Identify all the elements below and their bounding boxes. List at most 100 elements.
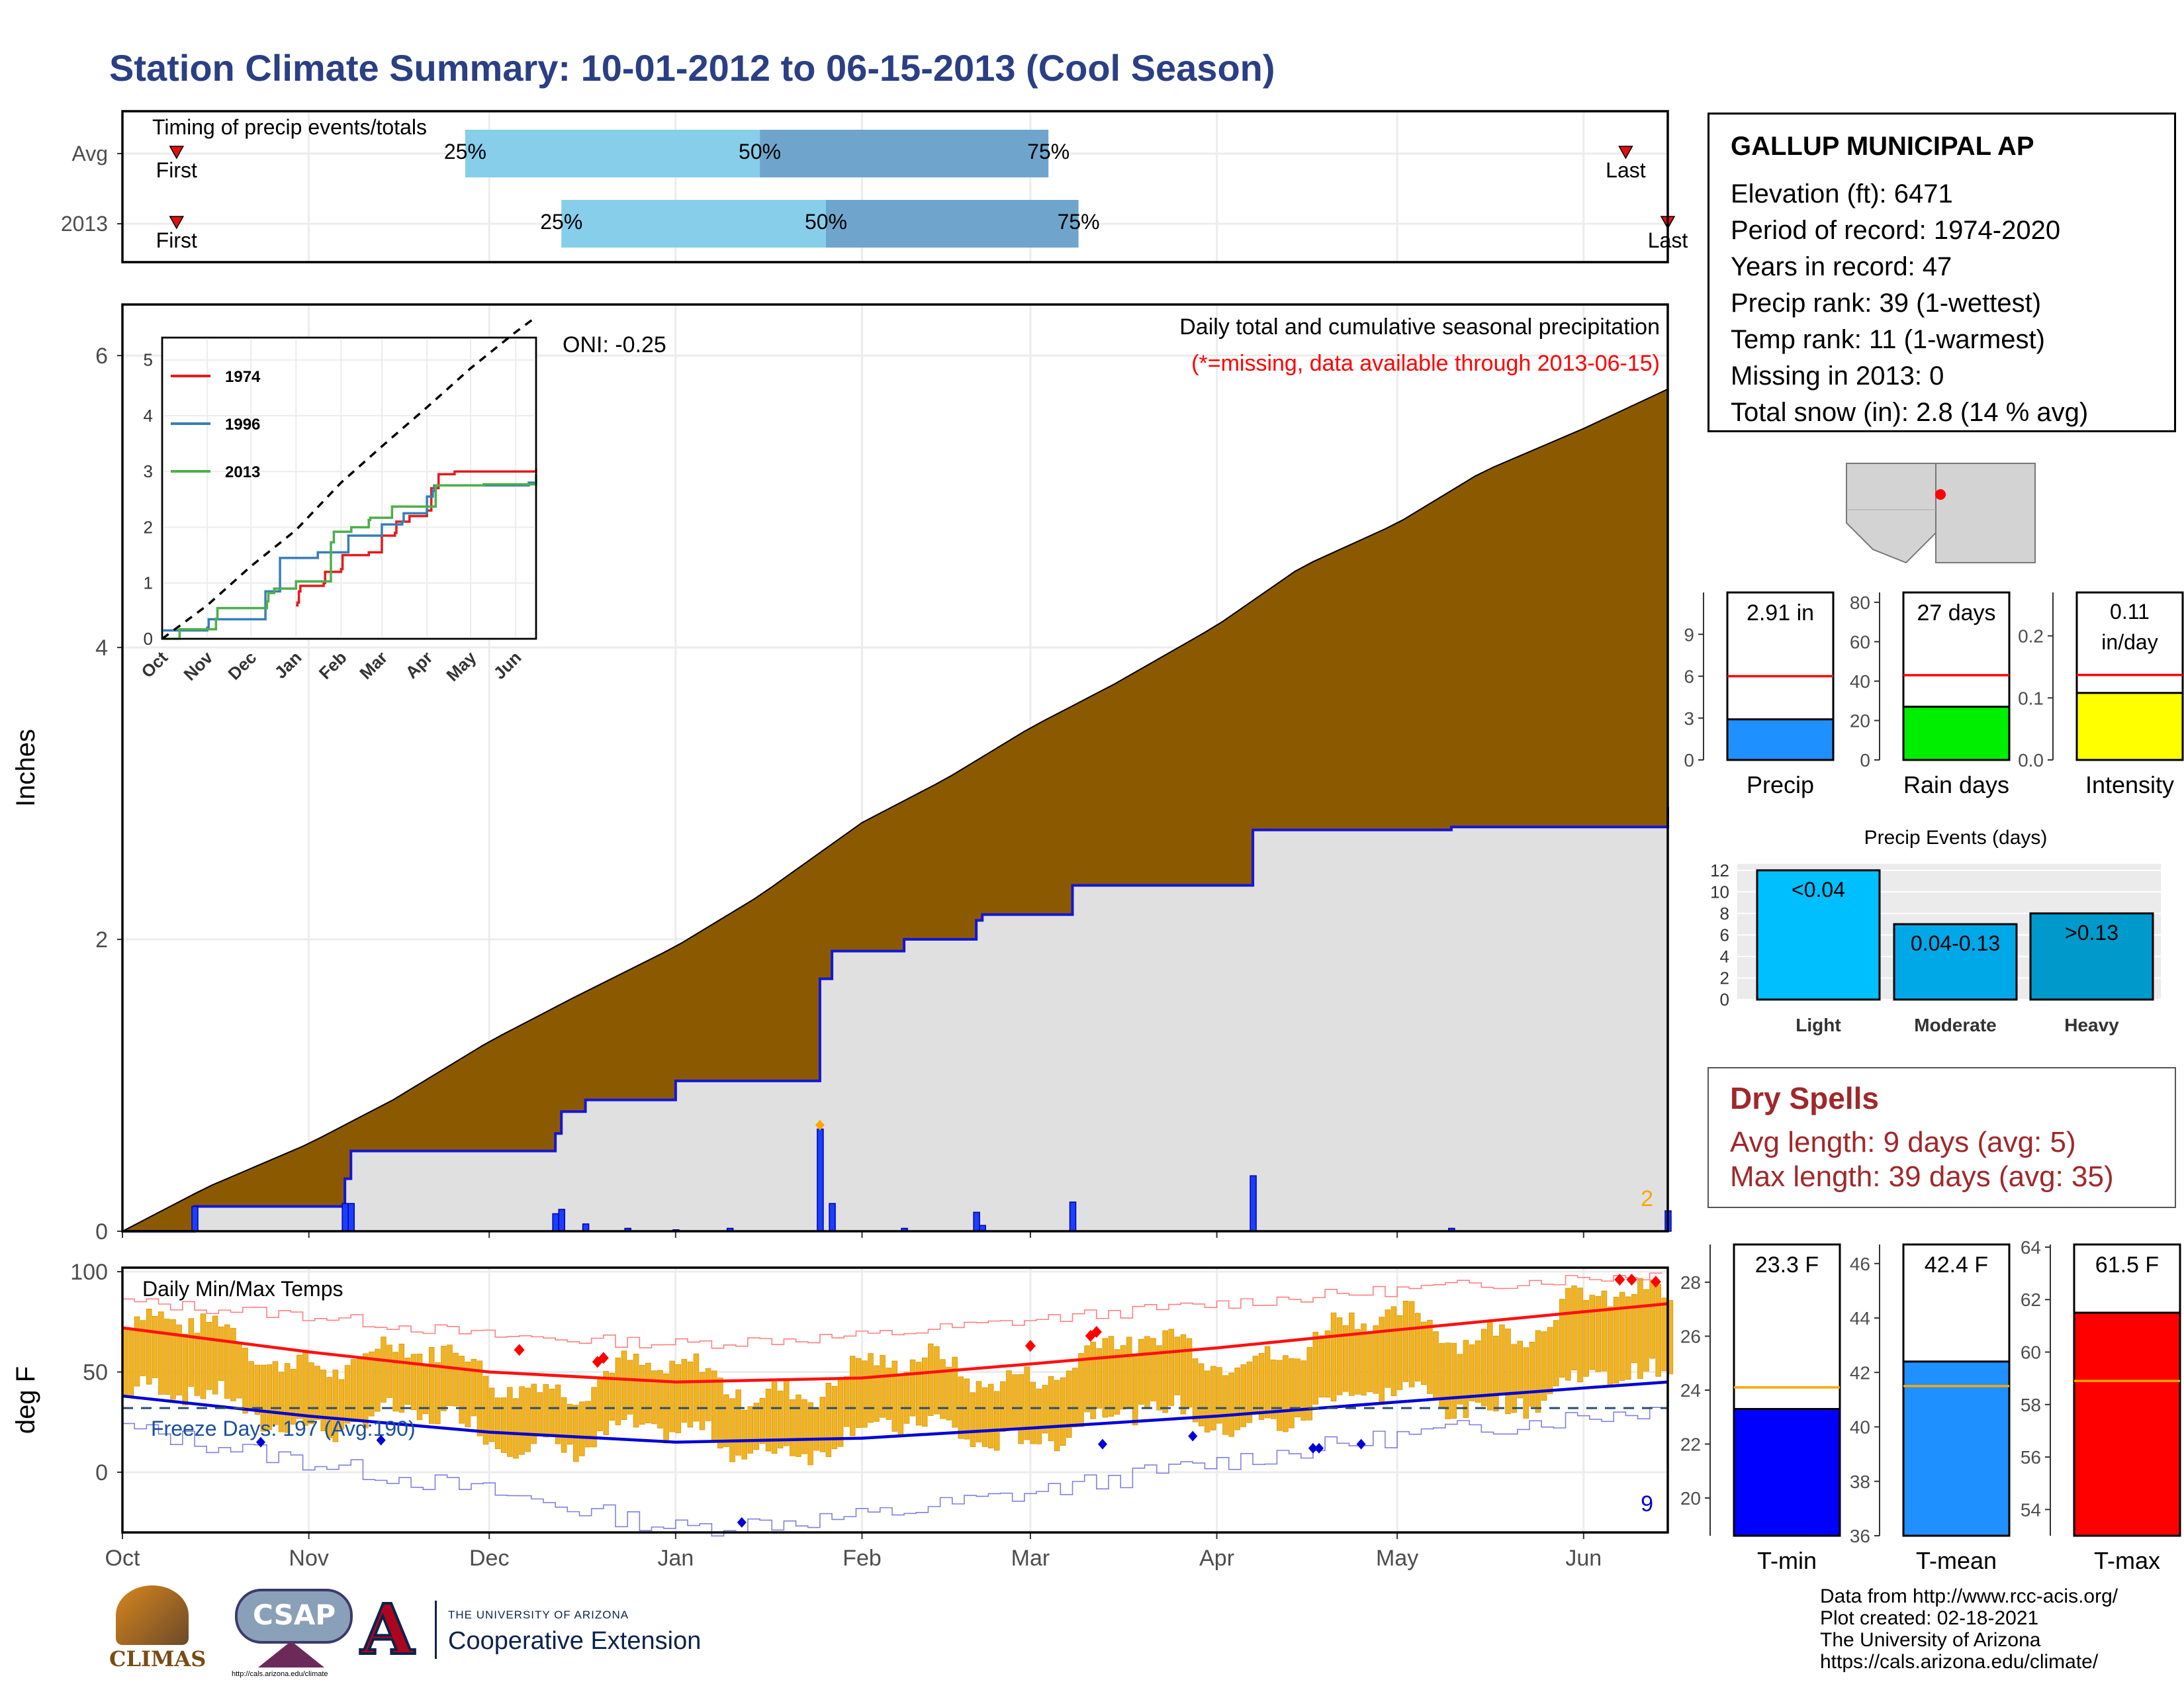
- precip-mini-bar: [1726, 718, 1835, 761]
- temp-daily-bar: [1210, 1366, 1216, 1430]
- temp-daily-bar: [494, 1397, 501, 1450]
- temp-daily-bar: [1277, 1360, 1283, 1431]
- temp-daily-bar: [651, 1370, 657, 1425]
- temp-xtick-label-6: Apr: [1199, 1546, 1234, 1571]
- temp-title: Daily Min/Max Temps: [142, 1277, 343, 1301]
- credit-date: Plot created: 02-18-2021: [1820, 1607, 2039, 1629]
- dry-spells-panel: Dry Spells Avg length: 9 days (avg: 5) M…: [1707, 1067, 2176, 1208]
- temp-daily-bar: [609, 1373, 615, 1421]
- temp-daily-bar: [777, 1390, 784, 1448]
- temp-daily-bar: [1078, 1353, 1084, 1427]
- temp-daily-bar: [152, 1316, 158, 1378]
- events-ytick-label-4: 8: [1720, 904, 1729, 923]
- temp-daily-bar: [1373, 1325, 1379, 1394]
- temp-daily-bar: [1324, 1330, 1331, 1398]
- ua-a-icon: A: [359, 1589, 416, 1670]
- raindays-mini-value-label: 27 days: [1917, 600, 1995, 626]
- temp-daily-bar: [1499, 1324, 1505, 1395]
- tmax-mini-bar: [2073, 1311, 2181, 1537]
- tmin-mini-ytick-label-1: 22: [1680, 1434, 1701, 1454]
- temp-xtick-label-0: Oct: [105, 1546, 140, 1571]
- intensity-mini-bar: [2075, 692, 2184, 761]
- temp-xtick-label-8: Jun: [1565, 1546, 1602, 1571]
- temp-daily-bar: [1487, 1322, 1493, 1411]
- temp-daily-bar: [849, 1356, 856, 1436]
- temp-daily-bar: [1144, 1336, 1150, 1408]
- temp-daily-bar: [874, 1365, 880, 1422]
- temp-daily-bar: [1024, 1366, 1030, 1440]
- temp-daily-bar: [1625, 1296, 1631, 1380]
- temp-daily-bar: [591, 1387, 597, 1448]
- tmean-mini-bar: [1902, 1360, 2011, 1537]
- temp-daily-bar: [831, 1385, 838, 1450]
- temp-daily-bar: [1517, 1340, 1523, 1399]
- tmin-mini-bar: [1733, 1408, 1841, 1537]
- tmin-mini-ytick-label-0: 20: [1680, 1488, 1701, 1509]
- temp-daily-bar: [765, 1388, 772, 1452]
- csap-logo: CSAP http://cals.arizona.edu/climate: [232, 1585, 353, 1681]
- temp-daily-bar: [1228, 1372, 1234, 1437]
- events-title: Precip Events (days): [1864, 827, 2048, 849]
- temp-daily-bar: [807, 1402, 813, 1466]
- events-ytick-label-0: 0: [1720, 990, 1729, 1009]
- temp-daily-bar: [513, 1398, 519, 1459]
- ua-divider: [435, 1601, 437, 1659]
- temp-freeze-label: Freeze Days: 197 (Avg:190): [151, 1417, 416, 1440]
- temp-daily-bar: [356, 1356, 363, 1422]
- temp-daily-bar: [579, 1401, 585, 1456]
- temp-daily-bar: [987, 1383, 994, 1449]
- dry-spells-max: Max length: 39 days (avg: 35): [1730, 1160, 2114, 1193]
- temp-daily-bar: [314, 1366, 320, 1421]
- events-bar-moderate: [1893, 923, 2018, 1001]
- locator-map: [1843, 460, 2042, 566]
- temp-daily-bar: [1643, 1289, 1649, 1372]
- temp-daily-bar: [212, 1315, 218, 1395]
- temp-daily-bar: [1619, 1291, 1625, 1381]
- temp-daily-bar: [1361, 1323, 1367, 1396]
- csap-url: http://cals.arizona.edu/climate: [232, 1670, 328, 1678]
- tmax-mini-value-label: 61.5 F: [2095, 1252, 2159, 1278]
- temp-daily-bar: [693, 1353, 700, 1422]
- temp-daily-bar: [398, 1343, 405, 1413]
- temp-daily-bar: [284, 1363, 291, 1433]
- temp-daily-bar: [369, 1351, 375, 1417]
- temp-daily-bar: [1289, 1358, 1295, 1429]
- temp-daily-bar: [567, 1403, 573, 1445]
- temp-daily-bar: [886, 1368, 891, 1420]
- temp-daily-bar: [1126, 1336, 1132, 1407]
- temp-ylabel: deg F: [11, 1366, 40, 1434]
- temp-daily-bar: [1042, 1385, 1048, 1434]
- dry-spells-avg: Avg length: 9 days (avg: 5): [1730, 1126, 2076, 1158]
- precip-daily-bar-12: [973, 1211, 980, 1232]
- temp-daily-bar: [1174, 1336, 1181, 1395]
- temp-daily-bar: [134, 1316, 140, 1387]
- temp-daily-bar: [248, 1361, 254, 1409]
- temp-daily-bar: [1264, 1346, 1271, 1419]
- temp-daily-bar: [1060, 1377, 1066, 1446]
- temp-daily-bars: [122, 1278, 1674, 1466]
- intensity-mini-value-label2: in/day: [2101, 630, 2158, 654]
- tmean-mini-ytick-label-5: 46: [1850, 1254, 1870, 1274]
- temp-daily-bar: [422, 1363, 429, 1415]
- temp-record-min-line: [122, 1407, 1662, 1537]
- events-category-label-2: Heavy: [2064, 1015, 2119, 1035]
- raindays-mini-ytick-label-2: 40: [1850, 671, 1870, 692]
- temp-daily-bar: [1475, 1340, 1481, 1403]
- temp-daily-bar: [1547, 1327, 1553, 1395]
- temp-daily-bar: [1295, 1358, 1300, 1418]
- temp-daily-bar: [1066, 1370, 1072, 1438]
- tmean-mini-ytick-label-0: 36: [1850, 1526, 1870, 1546]
- inset-ytick-label-5: 5: [144, 350, 153, 370]
- temp-daily-bar: [837, 1378, 844, 1447]
- tmin-mini-ytick-label-3: 26: [1680, 1327, 1701, 1347]
- temp-daily-bar: [1198, 1363, 1205, 1427]
- temp-daily-bar: [1349, 1312, 1355, 1396]
- temp-daily-bar: [272, 1361, 279, 1425]
- events-ytick-label-2: 4: [1720, 947, 1729, 966]
- temp-daily-bar: [952, 1356, 958, 1428]
- temp-daily-bar: [507, 1387, 513, 1457]
- temp-daily-bar: [1433, 1331, 1439, 1399]
- tmean-mini-ytick-label-1: 38: [1850, 1472, 1870, 1492]
- temp-daily-bar: [188, 1318, 195, 1387]
- climas-sun-icon: [116, 1585, 189, 1645]
